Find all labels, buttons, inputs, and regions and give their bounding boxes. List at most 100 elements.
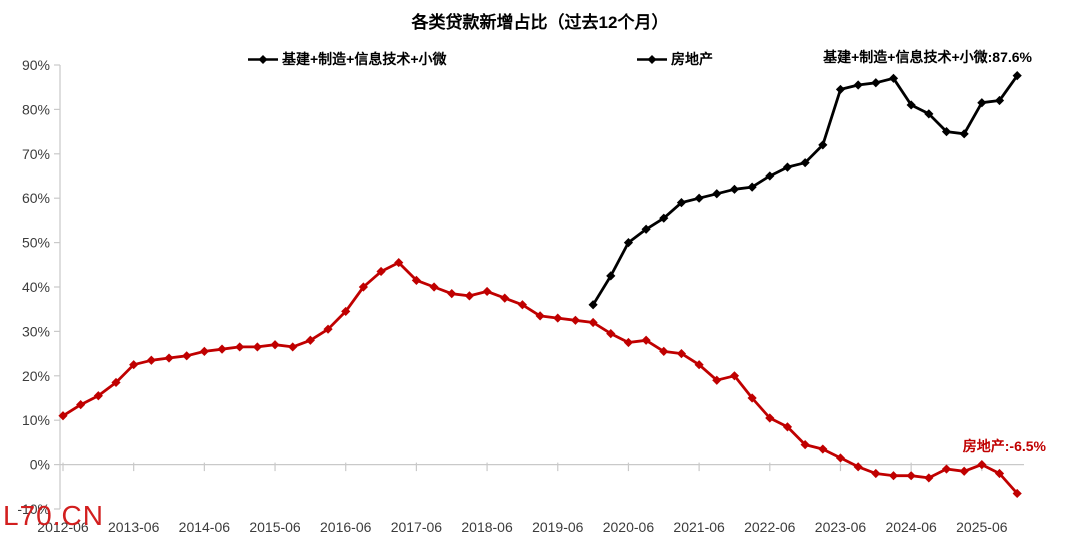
y-tick-label: 20%: [22, 368, 50, 384]
series-end-value-label-infra: 基建+制造+信息技术+小微:87.6%: [823, 49, 1032, 65]
series-marker: [429, 282, 439, 292]
y-tick-label: 90%: [22, 57, 50, 73]
series-marker: [606, 329, 616, 339]
x-tick-label: 2019-06: [532, 519, 584, 535]
series-marker: [411, 275, 421, 285]
x-tick-label: 2017-06: [391, 519, 443, 535]
series-marker: [500, 293, 510, 303]
y-tick-label: 50%: [22, 235, 50, 251]
series-marker: [871, 468, 881, 479]
series-marker: [553, 313, 563, 323]
series-marker: [1012, 71, 1022, 81]
series-marker: [1012, 488, 1022, 499]
y-tick-label: 80%: [22, 101, 50, 117]
series-marker: [959, 129, 969, 139]
series-marker: [765, 413, 775, 423]
series-marker: [323, 324, 333, 334]
series-marker: [977, 460, 987, 470]
y-tick-label: 70%: [22, 146, 50, 162]
series-marker: [765, 171, 775, 181]
series-marker: [959, 466, 969, 476]
y-tick-label: -10%: [17, 501, 50, 517]
series-marker: [447, 289, 457, 299]
chart-title: 各类贷款新增占比（过去12个月）: [411, 13, 669, 32]
series-marker: [199, 346, 209, 356]
x-tick-label: 2012-06: [37, 519, 89, 535]
series-marker: [341, 306, 351, 317]
series-marker: [676, 198, 687, 208]
series-marker: [535, 311, 545, 321]
x-tick-label: 2016-06: [320, 519, 372, 535]
series-marker: [835, 84, 846, 95]
watermark: L70.CN: [3, 500, 104, 531]
series-marker: [888, 471, 899, 481]
series-marker: [659, 346, 669, 356]
red-series-line-diamond-icon: [637, 54, 667, 64]
series-marker: [93, 391, 103, 401]
legend-label-infra-manu-it-small: 基建+制造+信息技术+小微: [282, 51, 447, 67]
series-marker: [182, 351, 192, 361]
series-marker: [694, 193, 704, 203]
series-marker: [517, 300, 528, 310]
series-marker: [924, 473, 934, 483]
series-marker: [641, 335, 651, 345]
series-marker: [941, 464, 952, 474]
series-marker: [305, 335, 315, 345]
series-marker: [58, 411, 68, 421]
series-marker: [288, 342, 298, 352]
series-marker: [588, 317, 598, 328]
series-marker: [729, 371, 740, 381]
series-marker: [853, 80, 863, 90]
series-marker: [818, 140, 828, 150]
series-marker: [270, 340, 280, 350]
series-marker: [464, 291, 475, 301]
legend-label-real-estate: 房地产: [671, 51, 713, 67]
y-tick-label: 0%: [30, 457, 50, 473]
black-series-line-diamond-icon: [248, 54, 278, 64]
series-marker: [782, 422, 793, 432]
series-marker: [747, 182, 757, 192]
series-marker: [747, 393, 757, 403]
series-marker: [729, 184, 740, 194]
series-marker: [818, 444, 828, 454]
series-marker: [482, 286, 492, 297]
series-marker: [888, 73, 899, 83]
series-marker: [782, 162, 793, 172]
series-marker: [358, 282, 368, 292]
series-marker: [570, 315, 581, 325]
series-marker: [146, 355, 156, 365]
series-marker: [924, 109, 934, 119]
x-tick-label: 2018-06: [461, 519, 513, 535]
series-marker: [906, 100, 916, 110]
series-marker: [977, 98, 987, 108]
series-marker: [641, 224, 651, 234]
series-marker: [994, 468, 1005, 479]
series-line-1: [62, 261, 1019, 495]
series-marker: [712, 189, 722, 199]
series-marker: [164, 353, 174, 363]
x-tick-label: 2023-06: [815, 519, 867, 535]
series-marker: [659, 213, 669, 223]
series-marker: [941, 127, 952, 137]
series-line-0: [591, 74, 1019, 306]
y-tick-label: 40%: [22, 279, 50, 295]
series-marker: [676, 349, 687, 359]
x-tick-label: 2024-06: [885, 519, 937, 535]
series-marker: [853, 462, 863, 472]
y-tick-label: 10%: [22, 412, 50, 428]
y-tick-label: 30%: [22, 323, 50, 339]
series-marker: [252, 342, 262, 352]
series-end-value-label-real-estate: 房地产:-6.5%: [962, 438, 1046, 454]
x-tick-label: 2020-06: [603, 519, 655, 535]
series-marker: [623, 238, 634, 248]
series-marker: [129, 360, 139, 370]
legend-item-infra-manu-it-small: 基建+制造+信息技术+小微: [247, 49, 447, 69]
x-tick-label: 2022-06: [744, 519, 796, 535]
series-marker: [394, 257, 404, 268]
series-marker: [235, 342, 245, 352]
series-marker: [906, 471, 916, 481]
y-tick-label: 60%: [22, 190, 50, 206]
x-tick-label: 2014-06: [179, 519, 231, 535]
